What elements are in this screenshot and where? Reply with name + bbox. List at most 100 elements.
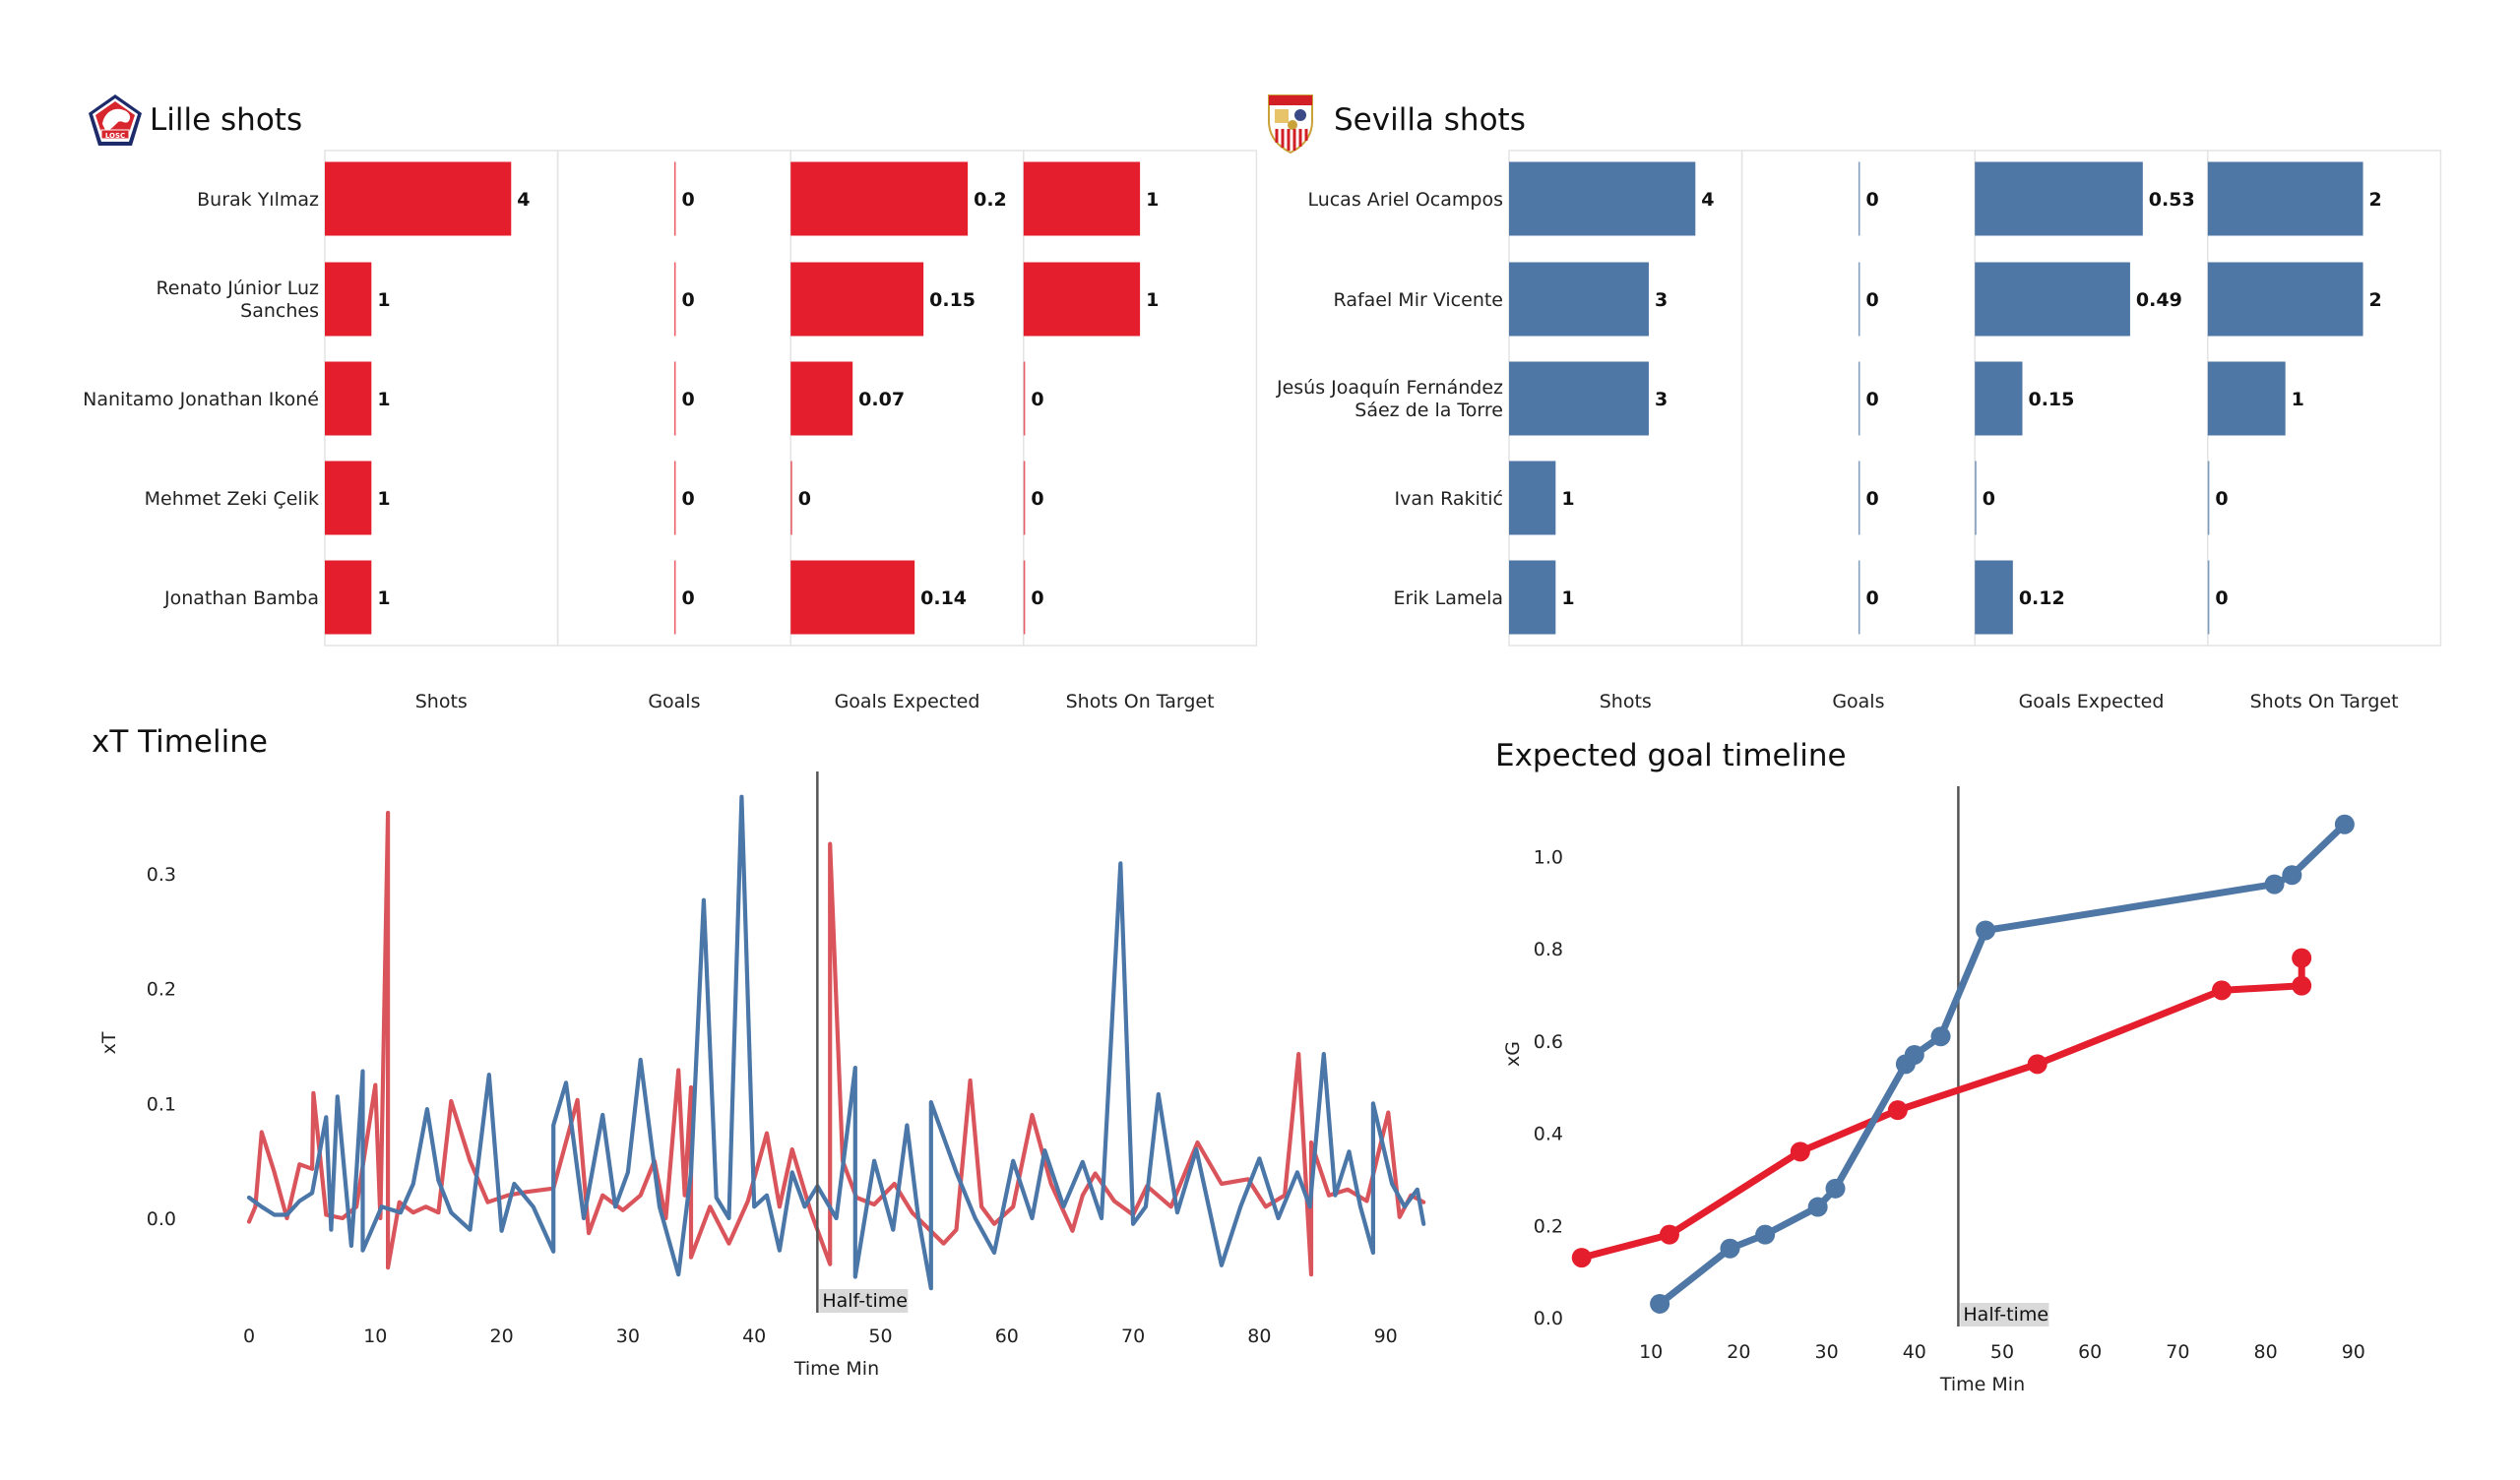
bar-value-label-shots: 1 [377, 488, 390, 510]
bar-value-label-shots: 4 [517, 189, 530, 211]
bar-xg [1975, 262, 2130, 337]
bar-value-label-xg: 0.07 [858, 389, 905, 410]
lille-data-point [1790, 1141, 1810, 1162]
y-tick-label: 1.0 [1534, 847, 1563, 869]
bar-value-label-shots: 1 [1561, 488, 1574, 510]
xt-halftime-annotation: Half-time [816, 771, 909, 1313]
bar-xg [1975, 461, 1977, 535]
y-tick-label: 0.1 [147, 1093, 176, 1115]
bar-goals [1858, 361, 1860, 436]
sevilla-data-point [1650, 1293, 1670, 1314]
x-tick-label: 20 [1727, 1341, 1750, 1363]
bar-value-label-goals: 0 [1866, 587, 1879, 609]
sevilla-data-point [1807, 1197, 1828, 1217]
y-tick-label: 0.6 [1534, 1031, 1563, 1053]
lille-data-point [1571, 1248, 1592, 1268]
halftime-label-box [1960, 1303, 2049, 1326]
y-tick-label: 0.0 [1534, 1308, 1563, 1329]
x-tick-label: 80 [1247, 1326, 1271, 1347]
bar-value-label-xg: 0.15 [2028, 389, 2074, 410]
player-name-line: Sáez de la Torre [1354, 400, 1503, 421]
x-tick-label: 30 [1815, 1341, 1839, 1363]
lille-data-point [1887, 1100, 1908, 1121]
bar-value-label-shots: 1 [377, 587, 390, 609]
bar-value-label-sot: 0 [1031, 587, 1043, 609]
x-tick-label: 10 [363, 1326, 387, 1347]
halftime-label-box [819, 1289, 909, 1313]
player-name-line: Renato Júnior Luz [156, 278, 319, 299]
x-tick-label: 50 [868, 1326, 892, 1347]
xt-timeline-chart: xT Timeline 0.0 0.1 0.2 0.3 0 10 20 30 40 50 60 70… [92, 724, 1426, 1380]
bar-value-label-goals: 0 [682, 488, 695, 510]
bar-value-label-sot: 1 [1146, 189, 1159, 211]
bar-xg [790, 161, 969, 236]
player-name-line: Sanches [240, 300, 319, 322]
x-tick-label: 70 [2166, 1341, 2189, 1363]
lille-series-line [246, 810, 1426, 1277]
y-tick-label: 0.8 [1534, 939, 1563, 960]
bar-value-label-sot: 1 [1146, 289, 1159, 311]
player-name: Nanitamo Jonathan Ikoné [83, 389, 319, 410]
bar-value-label-xg: 0.49 [2136, 289, 2182, 311]
bar-shots [1509, 161, 1696, 236]
bar-value-label-sot: 0 [1031, 389, 1043, 410]
bar-xg [790, 361, 853, 436]
x-tick-label: 40 [742, 1326, 766, 1347]
bar-value-label-shots: 3 [1655, 389, 1668, 410]
bar-goals [1858, 161, 1860, 236]
bar-value-label-sot: 0 [1031, 488, 1043, 510]
y-tick-label: 0.3 [147, 864, 176, 886]
bar-goals [673, 461, 676, 535]
bar-sot [2207, 161, 2363, 236]
lille-column-header: Goals [648, 691, 700, 712]
bar-value-label-xg: 0.53 [2149, 189, 2195, 211]
bar-sot [1023, 560, 1026, 635]
sevilla-data-point [1930, 1026, 1951, 1047]
bar-value-label-sot: 0 [2215, 587, 2228, 609]
bar-value-label-shots: 3 [1655, 289, 1668, 311]
sevilla-data-point [2282, 865, 2302, 886]
halftime-label: Half-time [1963, 1304, 2048, 1326]
x-tick-label: 70 [1121, 1326, 1145, 1347]
bar-value-label-xg: 0.2 [974, 189, 1007, 211]
x-tick-label: 40 [1903, 1341, 1926, 1363]
bar-value-label-xg: 0.15 [929, 289, 976, 311]
bar-shots [325, 161, 512, 236]
lille-data-point [2027, 1054, 2048, 1075]
x-tick-label: 90 [2342, 1341, 2365, 1363]
bar-shots [1509, 560, 1556, 635]
player-name: Ivan Rakitić [1395, 488, 1503, 510]
sevilla-chart-title: Sevilla shots [1334, 102, 1526, 138]
lille-shots-chart: LOSC Lille shots Shots Goals Goals Expecte… [83, 94, 1258, 712]
bar-sot [2207, 560, 2210, 635]
lille-column-header: Shots [415, 691, 468, 712]
bar-xg [790, 560, 915, 635]
bar-sot [2207, 361, 2286, 436]
svg-text:LOSC: LOSC [105, 132, 125, 140]
sevilla-data-point [1976, 920, 1996, 941]
bar-shots [325, 560, 372, 635]
bar-value-label-xg: 0 [1983, 488, 1995, 510]
bar-value-label-shots: 4 [1701, 189, 1714, 211]
bar-xg [790, 461, 792, 535]
bar-value-label-goals: 0 [682, 189, 695, 211]
bar-sot [1023, 161, 1141, 236]
lille-chart-title: Lille shots [150, 102, 302, 138]
xt-x-ticks: 0 10 20 30 40 50 60 70 80 90 [243, 1326, 1398, 1347]
bar-shots [1509, 361, 1649, 436]
y-tick-label: 0.2 [147, 979, 176, 1001]
lille-column-header: Goals Expected [835, 691, 980, 712]
bar-sot [2207, 262, 2363, 337]
player-name: Lucas Ariel Ocampos [1307, 189, 1503, 211]
bar-goals [1858, 560, 1860, 635]
bar-value-label-xg: 0 [798, 488, 811, 510]
xg-x-axis-label: Time Min [1939, 1374, 2025, 1395]
sevilla-crest-badge-icon [1268, 94, 1313, 154]
lille-panels: Shots Goals Goals Expected Shots On Target B… [83, 150, 1258, 712]
lille-losc-badge-icon: LOSC [89, 94, 142, 146]
bar-goals [1858, 461, 1860, 535]
sevilla-series-line [246, 794, 1426, 1291]
xg-series-lines [1571, 814, 2355, 1314]
bar-shots [1509, 262, 1649, 337]
